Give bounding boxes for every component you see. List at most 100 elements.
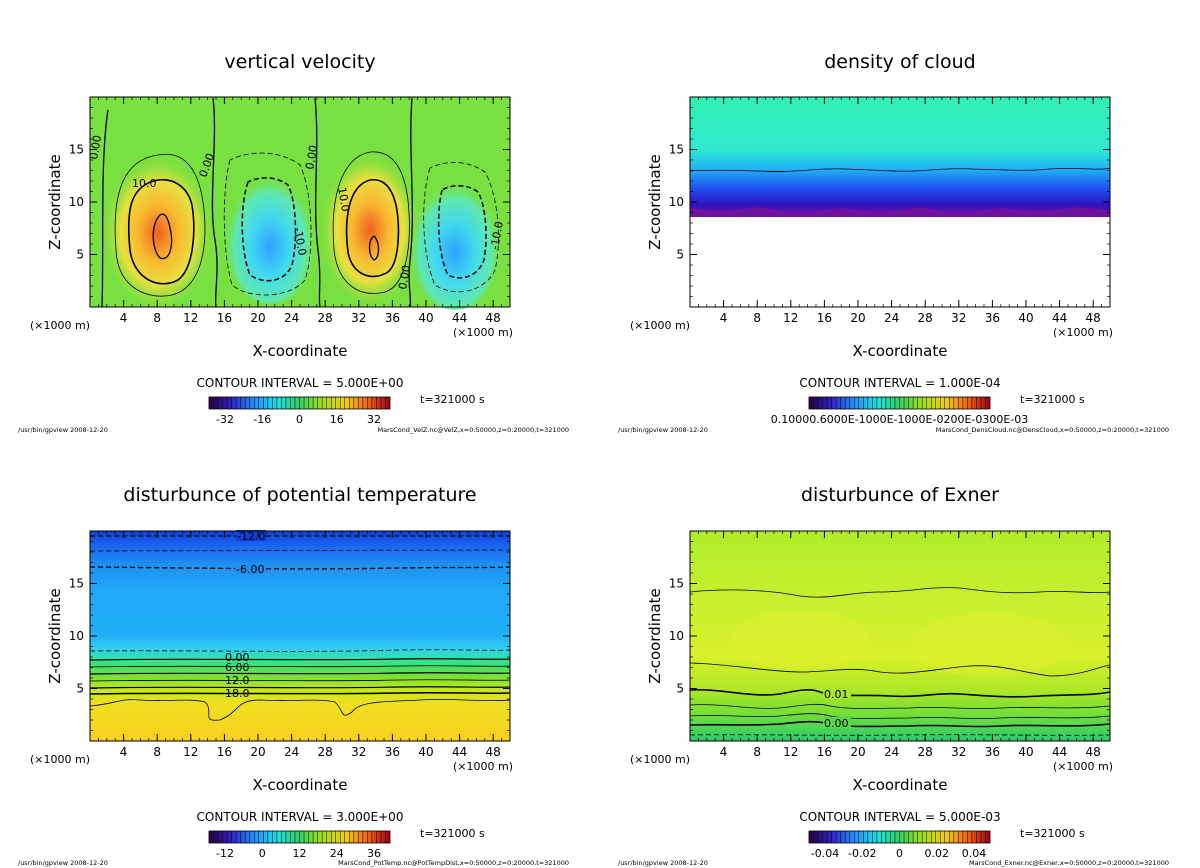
x-tick-label: 8 [153, 311, 161, 325]
panel4-contour-labels: 0.01 0.00 [823, 688, 851, 730]
colorbar-tick-label: -32 [216, 413, 234, 426]
panel1-time: t=321000 s [420, 393, 485, 406]
panel1-field [90, 97, 510, 310]
panel3-time: t=321000 s [420, 827, 485, 840]
x-tick-label: 44 [452, 311, 467, 325]
panel4-footer-left: /usr/bin/gpview 2008-12-20 [618, 859, 708, 867]
panel3-contours [89, 535, 511, 721]
panel4-x-unit-left: (×1000 m) [630, 753, 690, 766]
panel2-x-unit-right: (×1000 m) [1053, 326, 1113, 339]
panel2-footer-right: MarsCond_DensCloud.nc@DensCloud,x=0:5000… [936, 426, 1169, 434]
x-tick-label: 36 [385, 311, 400, 325]
x-tick-label: 36 [985, 745, 1000, 759]
x-tick-label: 24 [884, 311, 899, 325]
panel2-time: t=321000 s [1020, 393, 1085, 406]
x-tick-label: 28 [318, 311, 333, 325]
x-tick-label: 36 [985, 311, 1000, 325]
x-tick-label: 20 [850, 311, 865, 325]
colorbar-frame [208, 396, 391, 410]
contour-label: 0.00 [303, 144, 320, 170]
contour-label: 0.00 [225, 651, 250, 664]
y-tick-label: 15 [669, 143, 684, 157]
panel3-footer-right: MarsCond_PotTemp.nc@PotTempDist,x=0:5000… [338, 859, 569, 867]
panel-potential-temperature: disturbunce of potential temperature -12… [18, 484, 569, 867]
panel3-title: disturbunce of potential temperature [123, 484, 476, 506]
y-tick-label: 5 [676, 248, 684, 262]
panel2-footer-left: /usr/bin/gpview 2008-12-20 [618, 426, 708, 434]
x-tick-label: 40 [418, 311, 433, 325]
panel1-neg-contours [223, 152, 499, 296]
panel4-ylabel: Z-coordinate [646, 588, 664, 683]
panel4-xlabel: X-coordinate [853, 776, 948, 794]
panel2-field [690, 97, 1110, 307]
panel1-title: vertical velocity [224, 51, 375, 73]
x-tick-label: 48 [1086, 745, 1101, 759]
panel3-contour-interval: CONTOUR INTERVAL = 3.000E+00 [197, 810, 404, 824]
x-tick-label: 40 [418, 745, 433, 759]
x-tick-label: 32 [351, 745, 366, 759]
x-tick-label: 12 [783, 745, 798, 759]
panel1-colorbar-ticks: -32 -16 0 16 32 [208, 396, 391, 426]
x-tick-label: 28 [918, 745, 933, 759]
panel1-x-unit-right: (×1000 m) [453, 326, 513, 339]
x-tick-label: 48 [486, 311, 501, 325]
panel4-contour-interval: CONTOUR INTERVAL = 5.000E-03 [799, 810, 1000, 824]
panel2-title: density of cloud [824, 51, 976, 73]
panel4-title: disturbunce of Exner [801, 484, 999, 506]
panel-exner: disturbunce of Exner 0.01 0.00 4 8 12 16 20 2… [618, 484, 1169, 867]
x-tick-label: 48 [486, 745, 501, 759]
y-tick-label: 5 [76, 248, 84, 262]
x-tick-label: 44 [452, 745, 467, 759]
contour-label: 10.0 [132, 177, 157, 190]
y-tick-label: 10 [669, 195, 684, 209]
panel-density-of-cloud: density of cloud 4 8 12 16 20 24 28 32 36 40 44 485… [618, 51, 1169, 434]
x-tick-label: 48 [1086, 311, 1101, 325]
x-tick-label: 20 [250, 311, 265, 325]
x-tick-label: 24 [884, 745, 899, 759]
x-tick-label: 40 [1018, 745, 1033, 759]
y-tick-label: 10 [669, 629, 684, 643]
x-tick-label: 4 [120, 745, 128, 759]
panel3-contour-labels: -12.0 -6.00 0.00 6.00 12.0 18.0 [225, 530, 266, 700]
panel-vertical-velocity: vertical velocity 0.00 [18, 51, 569, 434]
x-tick-label: 28 [318, 745, 333, 759]
colorbar-tick-label: 24 [330, 847, 344, 860]
x-tick-label: 32 [951, 311, 966, 325]
panel4-footer-right: MarsCond_Exner.nc@Exner,x=0:50000,z=0:20… [969, 859, 1169, 867]
x-tick-label: 40 [1018, 311, 1033, 325]
colorbar-tick-label: 0.04 [962, 847, 987, 860]
panel1-footer-left: /usr/bin/gpview 2008-12-20 [18, 426, 108, 434]
x-tick-label: 12 [783, 311, 798, 325]
panel4-contours [689, 587, 1111, 736]
x-tick-label: 24 [284, 311, 299, 325]
colorbar-tick-label: -0.02 [848, 847, 876, 860]
x-tick-label: 16 [217, 745, 232, 759]
panel3-x-unit-right: (×1000 m) [453, 760, 513, 773]
colorbar-frame [208, 830, 391, 844]
colorbar-frame [808, 396, 991, 410]
x-tick-label: 36 [385, 745, 400, 759]
panel3-field [90, 531, 510, 741]
panel2-ylabel: Z-coordinate [646, 154, 664, 249]
panel1-ylabel: Z-coordinate [46, 154, 64, 249]
panel2-contour [689, 167, 1111, 172]
x-tick-label: 24 [284, 745, 299, 759]
x-tick-label: 20 [850, 745, 865, 759]
x-tick-label: 32 [351, 311, 366, 325]
x-tick-label: 44 [1052, 745, 1067, 759]
colorbar-tick-label: 0 [296, 413, 303, 426]
panel3-footer-left: /usr/bin/gpview 2008-12-20 [18, 859, 108, 867]
colorbar-tick-label: -16 [253, 413, 271, 426]
panel4-x-unit-right: (×1000 m) [1053, 760, 1113, 773]
x-tick-label: 16 [217, 311, 232, 325]
colorbar-tick-label: 36 [367, 847, 381, 860]
contour-label: 18.0 [225, 687, 250, 700]
panel2-x-unit-left: (×1000 m) [630, 319, 690, 332]
contour-label: 10.0 [335, 186, 352, 212]
contour-label: 12.0 [225, 674, 250, 687]
contour-label: -6.00 [236, 563, 264, 576]
colorbar-tick-label: 32 [367, 413, 381, 426]
